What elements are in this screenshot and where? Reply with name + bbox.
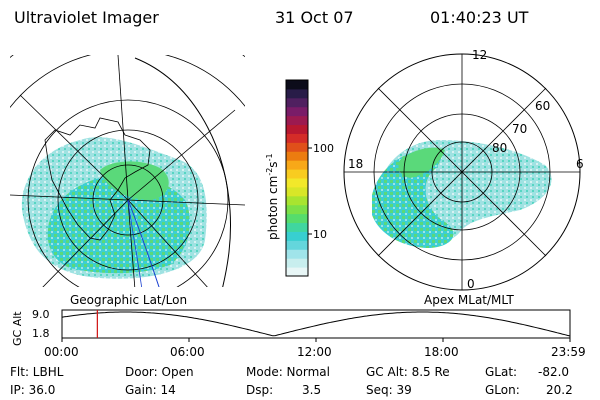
colorbar-swatch (286, 240, 308, 250)
timeline-xtick-1200: 12:00 (297, 345, 332, 359)
status-gc-alt: GC Alt: 8.5 Re (366, 365, 450, 379)
colorbar-swatch (286, 106, 308, 117)
colorbar-swatch (286, 195, 308, 206)
mlat-label-80: 80 (492, 141, 508, 155)
status-glat-value: -82.0 (538, 365, 570, 379)
timeline-xtick-2359: 23:59 (551, 345, 586, 359)
timeline-ytick-bottom: 1.8 (32, 327, 50, 340)
mlt-label-6: 6 (576, 157, 584, 171)
colorbar-swatch (286, 124, 308, 134)
colorbar-swatch (286, 142, 308, 152)
colorbar-swatch (286, 151, 308, 161)
left-panel-label: Geographic Lat/Lon (70, 293, 188, 307)
colorbar-frame (285, 79, 309, 277)
colorbar-swatch (286, 115, 308, 126)
status-glon-label: GLon: (485, 383, 520, 397)
mlat-label-70: 70 (512, 122, 528, 136)
status-glat-label: GLat: (485, 365, 518, 379)
timeline-xtick-0000: 00:00 (44, 345, 79, 359)
status-gain: Gain: 14 (125, 383, 176, 397)
altitude-curve (61, 311, 571, 337)
status-door: Door: Open (125, 365, 194, 379)
status-ip: IP: 36.0 (10, 383, 56, 397)
colorbar-tick-10: 10 (313, 228, 327, 241)
timeline-xtick-1800: 18:00 (424, 345, 459, 359)
mlt-label-0: 0 (467, 277, 475, 291)
colorbar-swatch (286, 231, 308, 241)
mlt-label-12: 12 (472, 48, 488, 62)
colorbar-swatch (286, 97, 308, 108)
colorbar-tick-100: 100 (313, 142, 334, 155)
colorbar-swatch (286, 258, 308, 268)
colorbar-swatch (286, 222, 308, 232)
status-flt: Flt: LBHL (10, 365, 64, 379)
status-dsp-label: Dsp: (246, 383, 274, 397)
timeline-ytick-top: 9.0 (32, 308, 50, 321)
colorbar-swatch (286, 204, 308, 215)
status-seq: Seq: 39 (366, 383, 412, 397)
timeline-axis-label: GC Alt (11, 311, 24, 346)
status-dsp-value: 3.5 (302, 383, 322, 397)
date-label: 31 Oct 07 (275, 8, 354, 27)
colorbar-swatch (286, 178, 308, 188)
mlt-label-18: 18 (348, 157, 364, 171)
colorbar-swatch (286, 169, 308, 179)
colorbar-swatch (286, 160, 308, 170)
right-panel-label: Apex MLat/MLT (424, 293, 514, 307)
colorbar-swatch (286, 249, 308, 259)
timeline-xtick-0600: 06:00 (170, 345, 205, 359)
mlat-label-60: 60 (535, 99, 551, 113)
status-glon-value: 20.2 (546, 383, 573, 397)
colorbar-swatch (286, 80, 308, 90)
time-label: 01:40:23 UT (430, 8, 529, 27)
colorbar-swatch (286, 133, 308, 143)
colorbar-swatch (286, 267, 308, 277)
colorbar-swatch (286, 186, 308, 197)
colorbar-swatch (286, 213, 308, 224)
instrument-title: Ultraviolet Imager (14, 8, 159, 27)
colorbar-swatch (286, 88, 308, 99)
status-mode: Mode: Normal (246, 365, 330, 379)
